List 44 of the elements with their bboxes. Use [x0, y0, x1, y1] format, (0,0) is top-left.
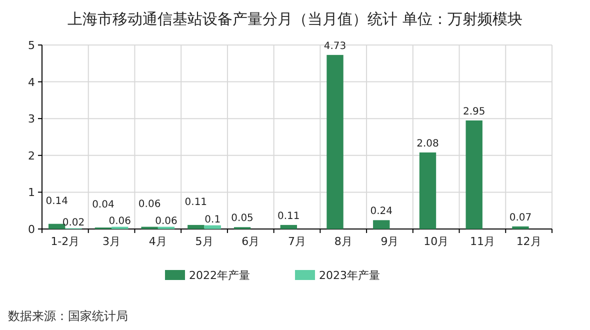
x-tick-label: 10月: [424, 235, 449, 248]
x-tick-label: 8月: [334, 235, 352, 248]
data-label: 4.73: [324, 40, 346, 52]
y-tick-label: 0: [28, 223, 35, 236]
y-tick-label: 4: [28, 76, 35, 89]
bar: [280, 224, 297, 229]
data-label: 0.04: [92, 200, 114, 211]
data-label: 0.11: [278, 210, 300, 222]
legend-label: 2022年产量: [189, 269, 250, 282]
y-tick-label: 1: [28, 186, 35, 200]
legend-label: 2023年产量: [319, 269, 380, 282]
data-label: 0.06: [138, 198, 161, 210]
data-label: 0.11: [184, 196, 208, 208]
x-tick-label: 4月: [148, 235, 167, 248]
x-tick-label: 11月: [470, 235, 495, 248]
data-label: 0.06: [108, 216, 132, 227]
source-note: 数据来源：国家统计局: [8, 309, 128, 323]
data-label: 2.08: [416, 138, 439, 150]
x-tick-label: 3月: [102, 235, 121, 248]
bar: [466, 120, 482, 229]
data-label: 0.24: [370, 206, 393, 218]
bar: [373, 220, 390, 229]
data-label: 0.07: [509, 212, 532, 224]
data-label: 0.02: [62, 217, 85, 228]
x-tick-label: 12月: [516, 235, 542, 248]
data-label: 2.95: [462, 106, 486, 118]
bar: [326, 54, 344, 229]
x-tick-label: 9月: [380, 235, 399, 248]
x-tick-label: 1-2月: [50, 235, 80, 248]
x-tick-label: 6月: [242, 235, 260, 248]
data-label: 0.1: [204, 214, 221, 226]
x-tick-label: 5月: [195, 235, 214, 248]
y-tick-label: 2: [28, 149, 35, 162]
chart-title: 上海市移动通信基站设备产量分月（当月值）统计 单位：万射频模块: [68, 10, 522, 28]
y-tick-label: 3: [28, 112, 35, 126]
data-label: 0.14: [46, 196, 68, 207]
data-label: 0.05: [231, 213, 254, 224]
bar: [512, 226, 529, 229]
x-tick-label: 7月: [288, 235, 306, 248]
y-tick-label: 5: [28, 39, 35, 52]
bar: [204, 225, 221, 229]
bar: [188, 224, 204, 229]
data-label: 0.06: [155, 216, 178, 227]
bar: [419, 152, 436, 229]
